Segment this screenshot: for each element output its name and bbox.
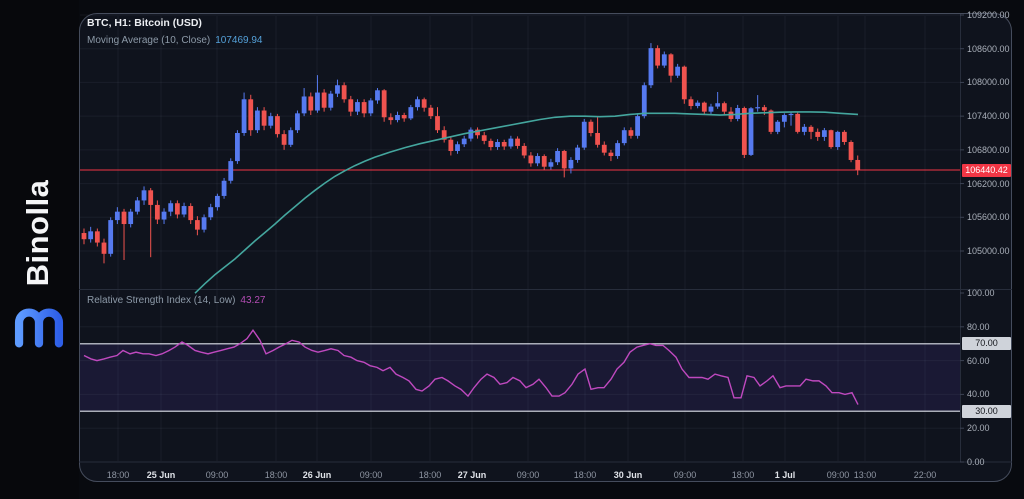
rsi-tick-label: 40.00: [967, 389, 990, 400]
rsi-band-fill: [80, 343, 960, 412]
rsi-indicator-legend: Relative Strength Index (14, Low) 43.27: [87, 295, 265, 306]
price-tick-label: 105000.00: [967, 246, 1010, 256]
binolla-logo-icon: [14, 308, 64, 348]
rsi-tick-label: 80.00: [967, 321, 990, 332]
time-tick-label: 18:00: [731, 470, 755, 480]
time-tick-label: 09:00: [359, 470, 383, 480]
time-tick-label: 18:00: [573, 470, 597, 480]
overbought-level-badge: 70.00: [962, 337, 1011, 351]
rsi-line: [83, 328, 859, 405]
price-tick-label: 106800.00: [967, 144, 1010, 155]
ma-indicator-legend: Moving Average (10, Close) 107469.94: [87, 35, 263, 46]
chart-canvas[interactable]: [79, 13, 1012, 482]
time-tick-label: 13:00: [853, 470, 877, 480]
time-tick-label: 26 Jun: [302, 470, 332, 480]
ma-line: [194, 111, 859, 294]
rsi-tick-label: 60.00: [967, 355, 990, 366]
time-tick-label: 09:00: [673, 470, 697, 480]
price-tick-label: 109200.00: [967, 10, 1010, 20]
price-tick-label: 107400.00: [967, 111, 1010, 122]
price-tick-label: 108000.00: [967, 77, 1010, 88]
last-price-badge: 106440.42: [962, 163, 1011, 177]
rsi-tick-label: 0.00: [967, 457, 985, 467]
price-tick-label: 106200.00: [967, 178, 1010, 189]
time-tick-label: 09:00: [205, 470, 229, 480]
symbol-title: BTC, H1: Bitcoin (USD): [87, 17, 202, 29]
candlestick-layer: [81, 43, 861, 264]
time-tick-label: 09:00: [516, 470, 540, 480]
time-tick-label: 30 Jun: [613, 470, 643, 480]
price-tick-label: 105600.00: [967, 212, 1010, 223]
rsi-tick-label: 100.00: [967, 288, 995, 298]
time-tick-label: 09:00: [826, 470, 850, 480]
brand-sidebar: Binolla: [0, 0, 79, 499]
time-tick-label: 18:00: [418, 470, 442, 480]
oversold-level-badge: 30.00: [962, 404, 1011, 418]
ma-legend-label: Moving Average (10, Close): [87, 35, 211, 46]
price-tick-label: 108600.00: [967, 43, 1010, 54]
time-tick-label: 25 Jun: [146, 470, 176, 480]
ma-legend-value: 107469.94: [215, 35, 263, 46]
time-tick-label: 1 Jul: [774, 470, 796, 480]
chart-card: [79, 13, 1012, 482]
time-tick-label: 27 Jun: [457, 470, 487, 480]
time-tick-label: 18:00: [264, 470, 288, 480]
time-tick-label: 18:00: [106, 470, 130, 480]
rsi-legend-label: Relative Strength Index (14, Low): [87, 295, 236, 306]
rsi-tick-label: 20.00: [967, 423, 990, 434]
time-tick-label: 22:00: [913, 470, 937, 480]
rsi-legend-value: 43.27: [240, 295, 266, 306]
brand-wordmark: Binolla: [20, 179, 55, 287]
